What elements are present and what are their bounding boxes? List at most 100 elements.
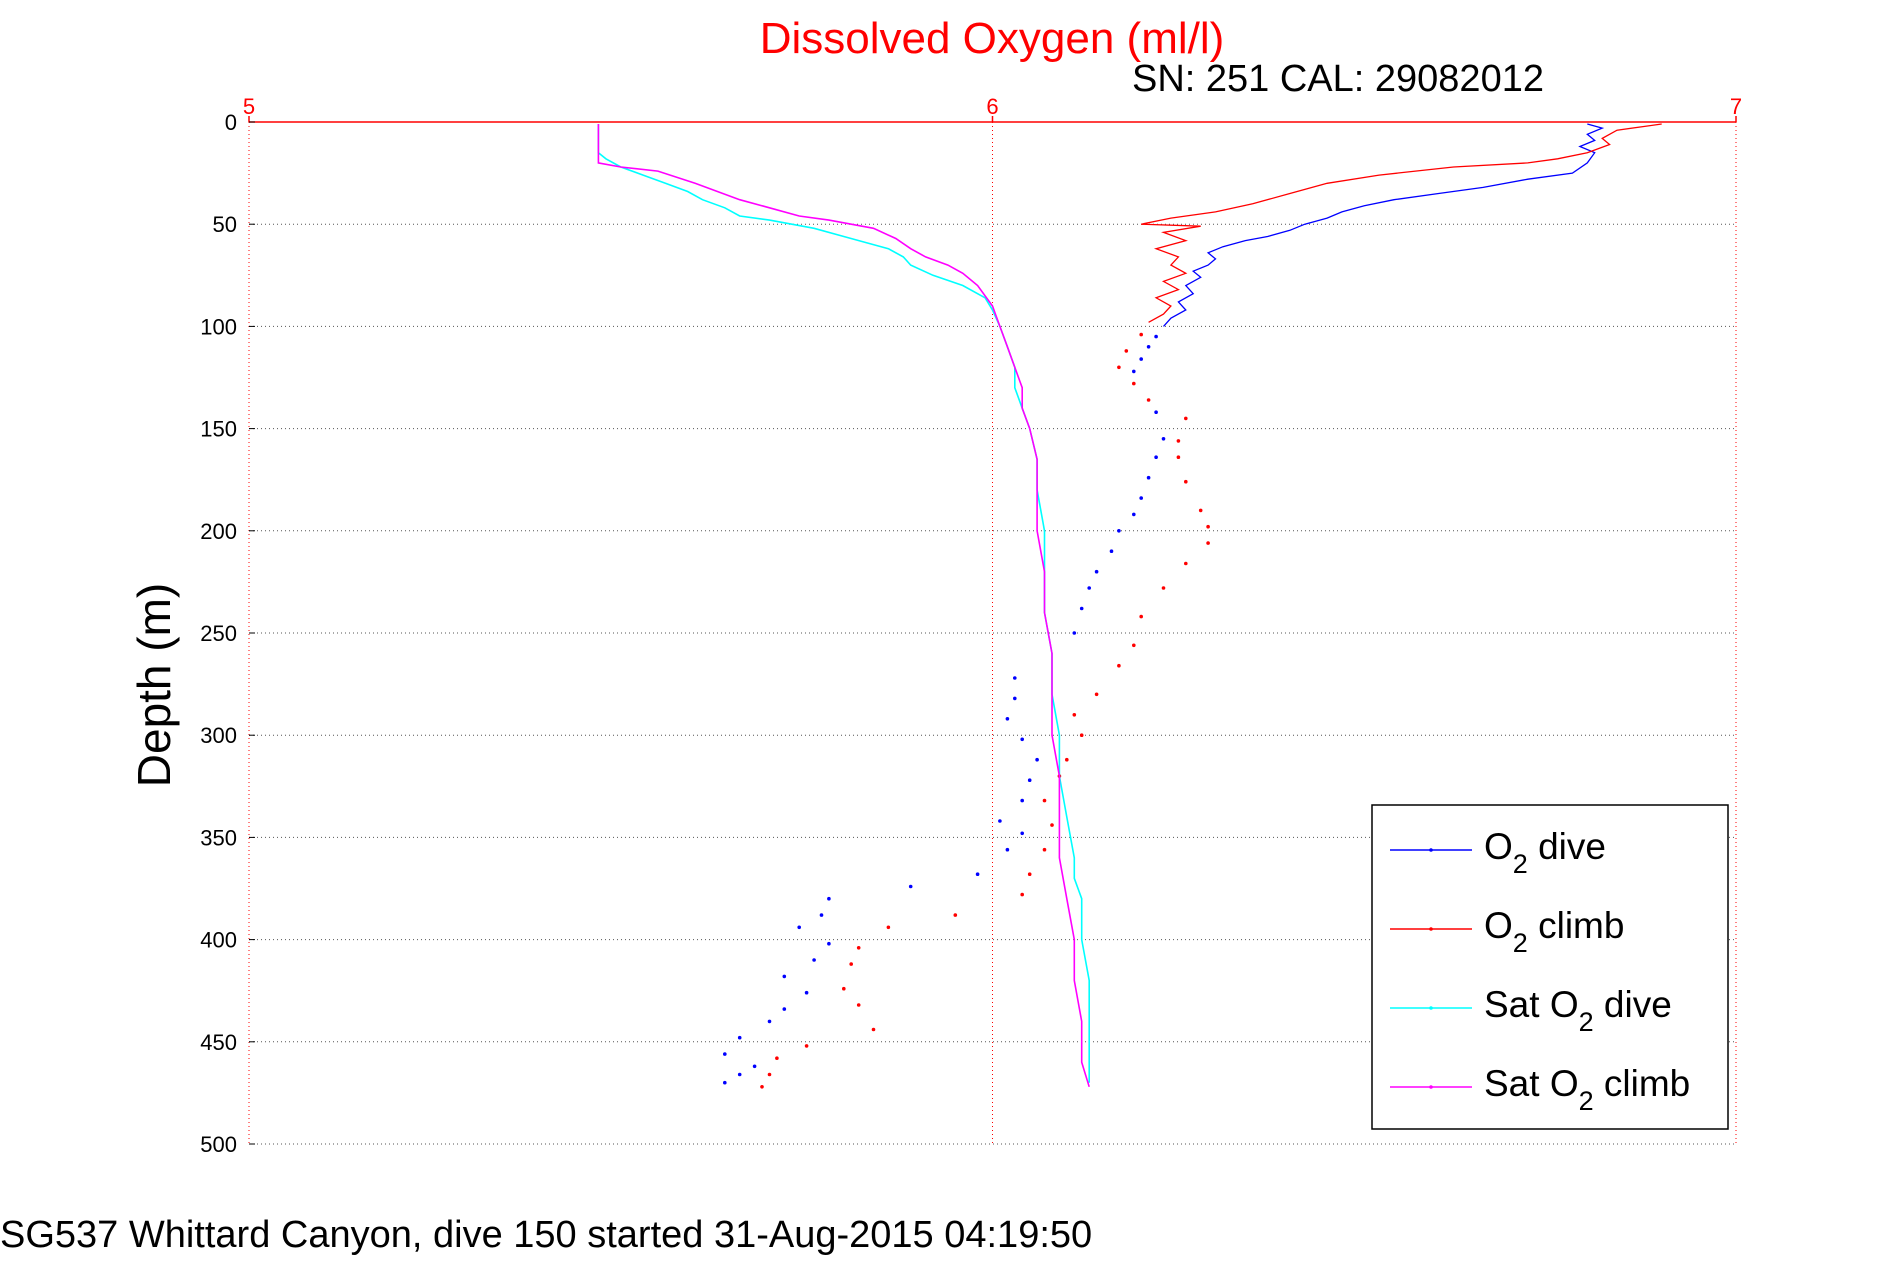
y-tick-label: 200 <box>200 519 237 544</box>
chart-title: Dissolved Oxygen (ml/l) <box>760 14 1225 63</box>
data-point <box>1117 365 1121 370</box>
y-tick-label: 50 <box>213 212 237 237</box>
data-point <box>1020 737 1024 742</box>
legend-subscript: 2 <box>1579 1086 1594 1116</box>
data-point <box>1020 798 1024 803</box>
series-sat-o2-dive <box>597 124 1090 1083</box>
series-line <box>1163 123 1605 327</box>
data-point <box>1139 496 1143 500</box>
legend-entry-label: Sat O2 climb <box>1484 1063 1690 1116</box>
data-point <box>1161 437 1166 441</box>
data-point <box>1154 455 1158 460</box>
data-point <box>1139 357 1143 361</box>
legend-text: O <box>1484 905 1513 946</box>
data-point <box>1109 549 1114 553</box>
data-point <box>842 986 846 991</box>
data-point <box>827 896 831 901</box>
legend-subscript: 2 <box>1513 928 1528 958</box>
data-point <box>975 872 980 876</box>
legend-text: O <box>1484 826 1513 867</box>
data-point <box>767 1019 772 1024</box>
data-point <box>1027 872 1032 876</box>
data-point <box>1146 475 1151 480</box>
y-tick-label: 250 <box>200 621 237 646</box>
data-point <box>1027 778 1032 782</box>
data-point <box>1132 369 1136 374</box>
y-tick-label: 500 <box>200 1132 237 1157</box>
legend-entry-label: O2 climb <box>1484 905 1624 958</box>
data-point <box>1065 757 1069 762</box>
data-point <box>1005 847 1010 852</box>
data-point <box>1087 586 1091 590</box>
data-point <box>797 925 801 930</box>
data-point <box>1206 524 1210 529</box>
legend-swatch-marker <box>1429 848 1433 852</box>
data-point <box>1020 892 1024 897</box>
data-point <box>1005 717 1010 721</box>
data-point <box>1139 614 1143 619</box>
data-point <box>812 958 816 962</box>
data-point <box>849 962 853 966</box>
data-point <box>1079 733 1084 737</box>
data-point <box>723 1052 727 1056</box>
x-tick-label: 6 <box>986 94 998 119</box>
data-point <box>998 819 1002 823</box>
data-point <box>819 913 824 917</box>
data-point <box>737 1035 742 1040</box>
data-point <box>1042 798 1047 803</box>
data-point <box>1132 512 1136 517</box>
footer-caption: SG537 Whittard Canyon, dive 150 started … <box>0 1214 1092 1256</box>
data-point <box>1184 416 1188 421</box>
data-point <box>804 1044 809 1048</box>
data-point <box>886 925 891 930</box>
y-tick-label: 450 <box>200 1030 237 1055</box>
data-point <box>1176 455 1181 460</box>
y-axis-label: Depth (m) <box>128 583 180 787</box>
legend-text: dive <box>1594 984 1672 1025</box>
data-point <box>767 1072 772 1077</box>
data-point <box>1042 847 1047 852</box>
y-tick-label: 400 <box>200 928 237 953</box>
y-tick-label: 0 <box>225 110 237 135</box>
legend-entry-label: O2 dive <box>1484 826 1606 879</box>
series-line <box>597 124 1090 1088</box>
y-tick-label: 300 <box>200 723 237 748</box>
data-point <box>1206 541 1210 545</box>
data-point <box>1132 381 1136 386</box>
data-point <box>1072 713 1077 717</box>
data-point <box>1154 410 1158 415</box>
data-point <box>1198 508 1203 513</box>
series-o2-dive <box>723 123 1605 1085</box>
data-point <box>1184 479 1188 484</box>
series-sat-o2-climb <box>597 124 1090 1088</box>
data-point <box>1161 586 1166 590</box>
data-point <box>1035 757 1039 762</box>
data-point <box>1154 334 1158 339</box>
legend-subscript: 2 <box>1579 1007 1594 1037</box>
data-point <box>1094 692 1099 697</box>
data-point <box>1094 569 1099 574</box>
data-series <box>597 123 1662 1089</box>
legend-text: Sat O <box>1484 1063 1579 1104</box>
data-point <box>752 1064 757 1069</box>
data-point <box>908 884 913 889</box>
data-point <box>1050 823 1054 827</box>
y-tick-label: 150 <box>200 417 237 442</box>
x-tick-label: 7 <box>1730 94 1742 119</box>
legend-text: Sat O <box>1484 984 1579 1025</box>
data-point <box>1079 606 1084 611</box>
data-point <box>827 941 831 946</box>
series-line <box>597 124 1090 1083</box>
data-point <box>804 990 809 995</box>
legend-subscript: 2 <box>1513 849 1528 879</box>
legend-swatch-marker <box>1429 1085 1433 1089</box>
data-point <box>1072 631 1077 635</box>
data-point <box>760 1085 764 1089</box>
series-line <box>1141 123 1662 323</box>
data-point <box>856 1003 861 1007</box>
data-point <box>782 1007 787 1011</box>
data-point <box>1139 332 1143 337</box>
series-o2-climb <box>760 123 1662 1089</box>
